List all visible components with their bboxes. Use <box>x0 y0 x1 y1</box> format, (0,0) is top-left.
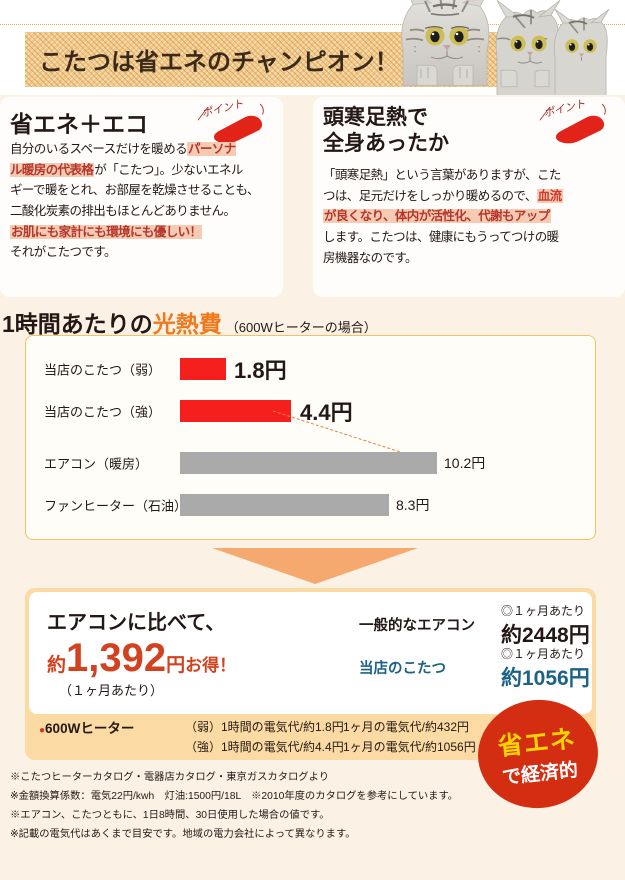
svg-text:ポイント: ポイント <box>200 99 244 120</box>
svg-text:ポイント: ポイント <box>542 99 586 120</box>
